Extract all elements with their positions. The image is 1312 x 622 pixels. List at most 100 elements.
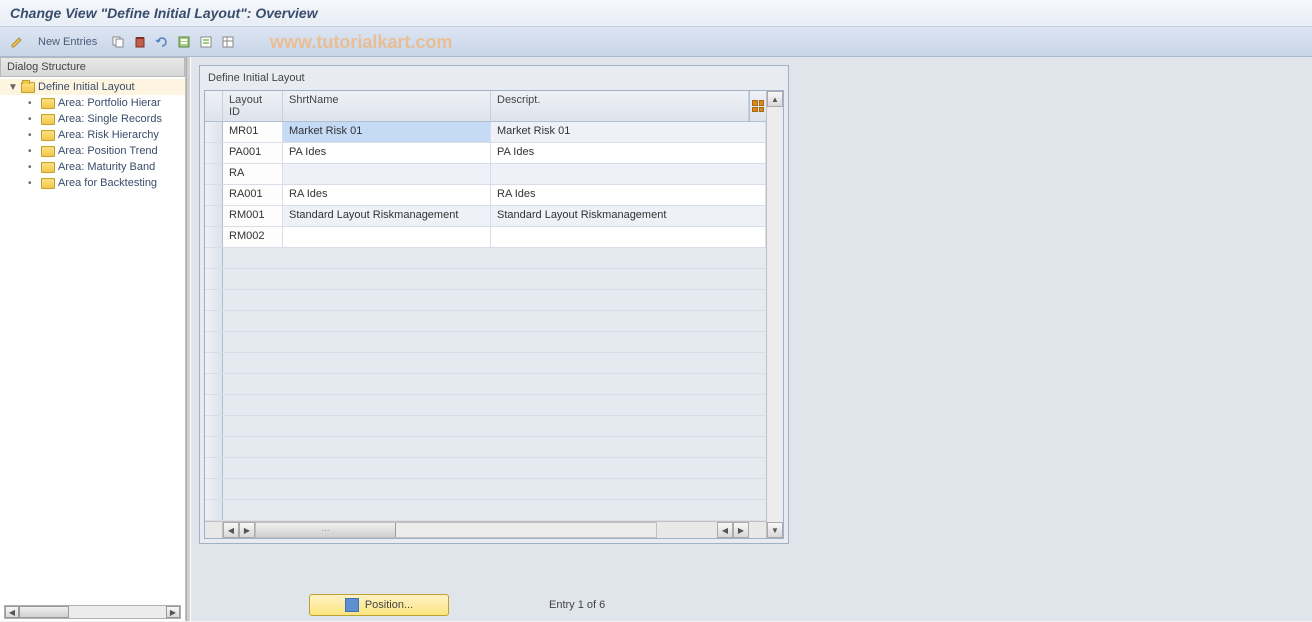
- watermark: www.tutorialkart.com: [270, 32, 452, 53]
- tree-child-label: Area: Single Records: [58, 113, 162, 125]
- table-vscroll[interactable]: ▲ ▼: [766, 91, 783, 538]
- cell-descript[interactable]: [491, 227, 766, 247]
- table-row-empty: [205, 311, 766, 332]
- row-selector[interactable]: [205, 416, 223, 436]
- title-bar: Change View "Define Initial Layout": Ove…: [0, 0, 1312, 27]
- tree-child-item[interactable]: • Area: Risk Hierarchy: [0, 127, 185, 143]
- row-selector[interactable]: [205, 269, 223, 289]
- row-selector[interactable]: [205, 122, 223, 142]
- cell-empty: [223, 374, 766, 394]
- column-layout-id[interactable]: Layout ID: [223, 91, 283, 121]
- cell-empty: [223, 311, 766, 331]
- position-button[interactable]: Position...: [309, 594, 449, 616]
- tree-child-item[interactable]: • Area: Portfolio Hierar: [0, 95, 185, 111]
- tree-child-item[interactable]: • Area: Maturity Band: [0, 159, 185, 175]
- tree-child-item[interactable]: • Area: Single Records: [0, 111, 185, 127]
- cell-layout-id[interactable]: PA001: [223, 143, 283, 163]
- row-selector[interactable]: [205, 353, 223, 373]
- row-selector[interactable]: [205, 311, 223, 331]
- hscroll-right-button[interactable]: ▶: [239, 522, 255, 538]
- cell-shortname[interactable]: Standard Layout Riskmanagement: [283, 206, 491, 226]
- scroll-left-button[interactable]: ◀: [5, 606, 19, 618]
- scroll-thumb[interactable]: [19, 606, 69, 618]
- hscroll-left-button-2[interactable]: ◀: [717, 522, 733, 538]
- collapse-icon[interactable]: ▼: [8, 82, 18, 93]
- cell-shortname[interactable]: PA Ides: [283, 143, 491, 163]
- folder-icon: [41, 114, 55, 125]
- table-row[interactable]: RA: [205, 164, 766, 185]
- row-selector[interactable]: [205, 185, 223, 205]
- cell-layout-id[interactable]: RM002: [223, 227, 283, 247]
- hscroll-right-button-2[interactable]: ▶: [733, 522, 749, 538]
- new-entries-button[interactable]: New Entries: [30, 36, 105, 48]
- cell-empty: [223, 395, 766, 415]
- column-descript[interactable]: Descript.: [491, 91, 749, 121]
- cell-shortname[interactable]: [283, 227, 491, 247]
- table-row[interactable]: MR01 Market Risk 01 Market Risk 01: [205, 122, 766, 143]
- cell-empty: [223, 437, 766, 457]
- cell-layout-id[interactable]: RA: [223, 164, 283, 184]
- cell-descript[interactable]: PA Ides: [491, 143, 766, 163]
- table-row[interactable]: RA001 RA Ides RA Ides: [205, 185, 766, 206]
- tree-root-item[interactable]: ▼ Define Initial Layout: [0, 79, 185, 95]
- row-selector[interactable]: [205, 458, 223, 478]
- row-selector[interactable]: [205, 500, 223, 520]
- row-selector[interactable]: [205, 332, 223, 352]
- row-selector-header[interactable]: [205, 91, 223, 121]
- row-selector[interactable]: [205, 227, 223, 247]
- hscroll-left-button[interactable]: ◀: [223, 522, 239, 538]
- column-config-button[interactable]: [749, 91, 766, 121]
- table-row[interactable]: RM001 Standard Layout Riskmanagement Sta…: [205, 206, 766, 227]
- row-selector[interactable]: [205, 374, 223, 394]
- hscroll-track-1[interactable]: ⋯: [255, 522, 657, 538]
- folder-icon: [41, 130, 55, 141]
- cell-empty: [223, 416, 766, 436]
- row-selector[interactable]: [205, 143, 223, 163]
- vscroll-up-button[interactable]: ▲: [767, 91, 783, 107]
- select-all-icon[interactable]: [175, 33, 193, 51]
- cell-empty: [223, 353, 766, 373]
- copy-icon[interactable]: [109, 33, 127, 51]
- tree-child-item[interactable]: • Area: Position Trend: [0, 143, 185, 159]
- tree-bullet: •: [28, 146, 38, 157]
- delete-icon[interactable]: [131, 33, 149, 51]
- cell-descript[interactable]: Market Risk 01: [491, 122, 766, 142]
- row-selector[interactable]: [205, 290, 223, 310]
- row-selector[interactable]: [205, 164, 223, 184]
- vscroll-track[interactable]: [767, 107, 783, 522]
- row-selector[interactable]: [205, 479, 223, 499]
- row-selector[interactable]: [205, 437, 223, 457]
- undo-icon[interactable]: [153, 33, 171, 51]
- table-row[interactable]: PA001 PA Ides PA Ides: [205, 143, 766, 164]
- scroll-track[interactable]: [19, 606, 166, 618]
- row-selector[interactable]: [205, 206, 223, 226]
- table-row[interactable]: RM002: [205, 227, 766, 248]
- cell-shortname[interactable]: [283, 164, 491, 184]
- vscroll-down-button[interactable]: ▼: [767, 522, 783, 538]
- entry-count-label: Entry 1 of 6: [549, 599, 605, 611]
- row-selector[interactable]: [205, 248, 223, 268]
- cell-shortname[interactable]: Market Risk 01: [283, 122, 491, 142]
- table-row-empty: [205, 437, 766, 458]
- cell-layout-id[interactable]: RA001: [223, 185, 283, 205]
- deselect-all-icon[interactable]: [197, 33, 215, 51]
- tree-bullet: •: [28, 98, 38, 109]
- table-row-empty: [205, 479, 766, 500]
- column-shortname[interactable]: ShrtName: [283, 91, 491, 121]
- cell-descript[interactable]: [491, 164, 766, 184]
- tree-child-item[interactable]: • Area for Backtesting: [0, 175, 185, 191]
- row-selector[interactable]: [205, 395, 223, 415]
- table-row-empty: [205, 269, 766, 290]
- cell-descript[interactable]: RA Ides: [491, 185, 766, 205]
- cell-empty: [223, 500, 766, 520]
- scroll-right-button[interactable]: ▶: [166, 606, 180, 618]
- cell-shortname[interactable]: RA Ides: [283, 185, 491, 205]
- cell-layout-id[interactable]: RM001: [223, 206, 283, 226]
- pencil-icon[interactable]: [8, 33, 26, 51]
- table-settings-icon[interactable]: [219, 33, 237, 51]
- cell-descript[interactable]: Standard Layout Riskmanagement: [491, 206, 766, 226]
- hscroll-thumb[interactable]: ⋯: [256, 523, 396, 537]
- cell-layout-id[interactable]: MR01: [223, 122, 283, 142]
- left-horizontal-scrollbar[interactable]: ◀ ▶: [4, 605, 181, 619]
- table-body: MR01 Market Risk 01 Market Risk 01 PA001…: [205, 122, 766, 521]
